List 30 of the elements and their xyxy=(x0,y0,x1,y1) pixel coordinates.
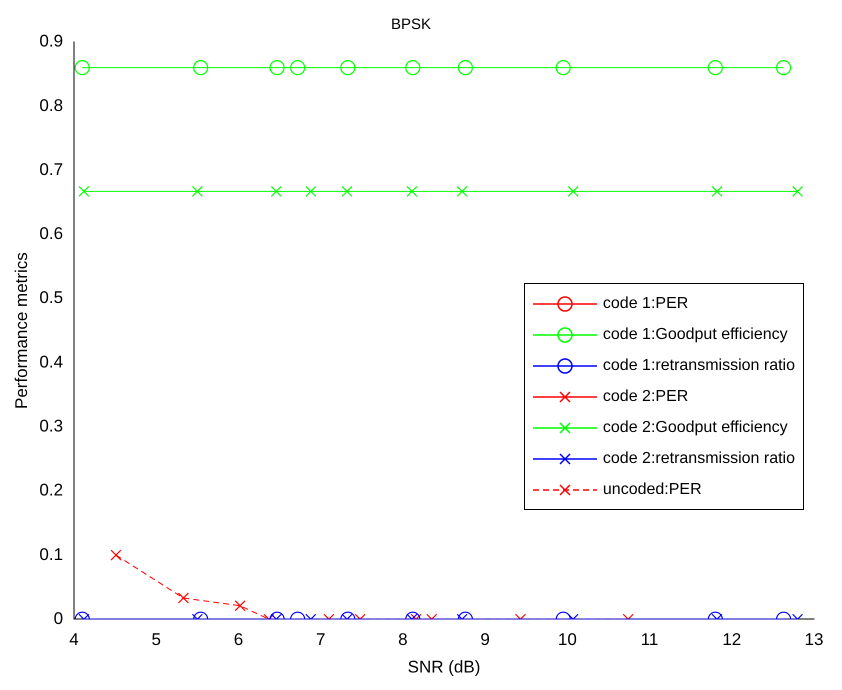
legend-label: uncoded:PER xyxy=(602,480,702,498)
x-tick-label: 9 xyxy=(480,630,490,650)
x-tick-label: 5 xyxy=(152,630,161,650)
legend-label: code 1:PER xyxy=(602,294,688,312)
x-tick-label: 12 xyxy=(722,630,742,650)
x-tick-label: 7 xyxy=(316,630,326,650)
y-tick-label: 0.3 xyxy=(39,416,64,436)
x-tick-label: 11 xyxy=(640,630,658,650)
legend-label: code 2:PER xyxy=(602,388,688,406)
y-tick-label: 0.4 xyxy=(39,352,64,372)
y-axis-title: Performance metrics xyxy=(12,252,31,410)
x-tick-label: 4 xyxy=(69,630,79,650)
y-tick-label: 0.5 xyxy=(39,288,64,308)
y-tick-label: 0.7 xyxy=(39,160,64,179)
y-tick-label: 0.2 xyxy=(39,480,64,500)
chart-title: BPSK xyxy=(390,16,432,34)
x-axis-title: SNR (dB) xyxy=(408,657,480,676)
legend-label: code 2:Goodput efficiency xyxy=(602,418,788,436)
legend-label: code 2:retransmission ratio xyxy=(602,450,795,468)
x-tick-label: 8 xyxy=(398,630,408,650)
y-tick-label: 0.8 xyxy=(39,96,64,115)
legend-label: code 1:retransmission ratio xyxy=(602,356,795,374)
legend-label: code 1:Goodput efficiency xyxy=(602,326,788,344)
y-tick-label: 0.6 xyxy=(39,224,64,244)
x-tick-label: 10 xyxy=(558,630,577,650)
x-tick-label: 6 xyxy=(234,630,244,650)
y-tick-label: 0.9 xyxy=(39,32,64,51)
x-tick-label: 13 xyxy=(804,630,824,650)
y-tick-label: 0.1 xyxy=(39,544,64,564)
y-tick-label: 0 xyxy=(54,608,64,628)
